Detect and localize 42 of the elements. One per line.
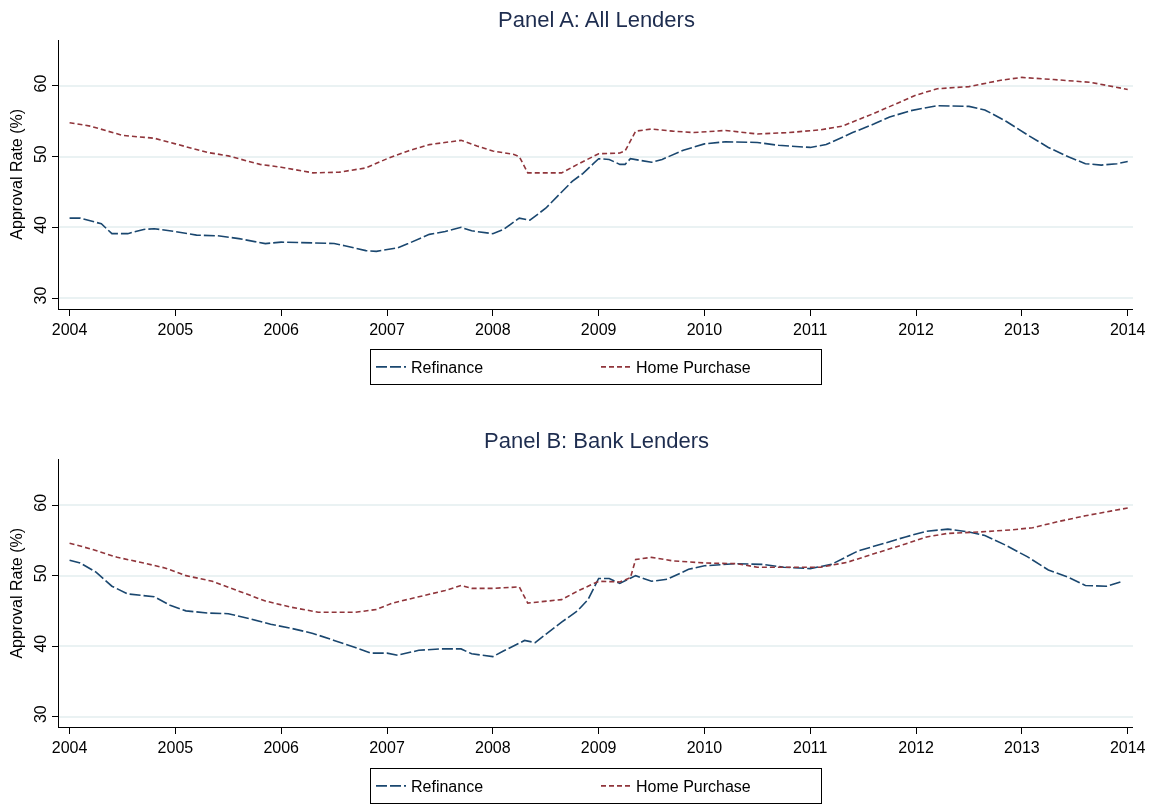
x-tick-label: 2004 xyxy=(51,739,88,757)
x-tick-label: 2004 xyxy=(51,320,88,338)
chart-title: Panel B: Bank Lenders xyxy=(484,428,710,453)
x-tick-label: 2006 xyxy=(263,320,300,338)
x-tick-label: 2012 xyxy=(898,320,934,338)
y-tick-label: 50 xyxy=(31,564,49,583)
legend-label: Refinance xyxy=(411,778,484,796)
x-tick-label: 2006 xyxy=(263,739,300,757)
x-tick-label: 2008 xyxy=(475,739,511,757)
chart-title: Panel A: All Lenders xyxy=(498,7,695,32)
y-tick-label: 60 xyxy=(31,493,49,512)
y-tick-label: 60 xyxy=(31,74,49,93)
line-series xyxy=(68,528,1124,658)
y-tick-label: 50 xyxy=(31,145,49,164)
legend-label: Refinance xyxy=(411,359,484,377)
y-axis-title: Approval Rate (%) xyxy=(8,108,26,240)
y-tick-label: 30 xyxy=(31,705,49,724)
x-tick-label: 2013 xyxy=(1004,739,1040,757)
y-tick-label: 40 xyxy=(31,215,49,234)
line-series xyxy=(68,507,1129,614)
line-series xyxy=(68,76,1129,174)
x-tick-label: 2014 xyxy=(1109,320,1146,338)
x-tick-label: 2005 xyxy=(157,739,194,757)
x-tick-label: 2014 xyxy=(1109,739,1146,757)
y-tick-label: 40 xyxy=(31,634,49,653)
x-tick-label: 2010 xyxy=(686,739,723,757)
x-tick-label: 2007 xyxy=(369,320,405,338)
x-tick-label: 2009 xyxy=(580,739,617,757)
y-axis-title: Approval Rate (%) xyxy=(8,527,26,659)
legend-label: Home Purchase xyxy=(636,359,751,377)
legend-label: Home Purchase xyxy=(636,778,751,796)
x-tick-label: 2011 xyxy=(793,739,828,757)
x-tick-label: 2013 xyxy=(1004,320,1040,338)
x-tick-label: 2008 xyxy=(475,320,511,338)
x-tick-label: 2007 xyxy=(369,739,405,757)
x-tick-label: 2010 xyxy=(686,320,723,338)
x-tick-label: 2005 xyxy=(157,320,194,338)
y-tick-label: 30 xyxy=(31,286,49,305)
x-tick-label: 2012 xyxy=(898,739,934,757)
x-tick-label: 2009 xyxy=(580,320,617,338)
line-series xyxy=(68,104,1129,253)
x-tick-label: 2011 xyxy=(793,320,828,338)
